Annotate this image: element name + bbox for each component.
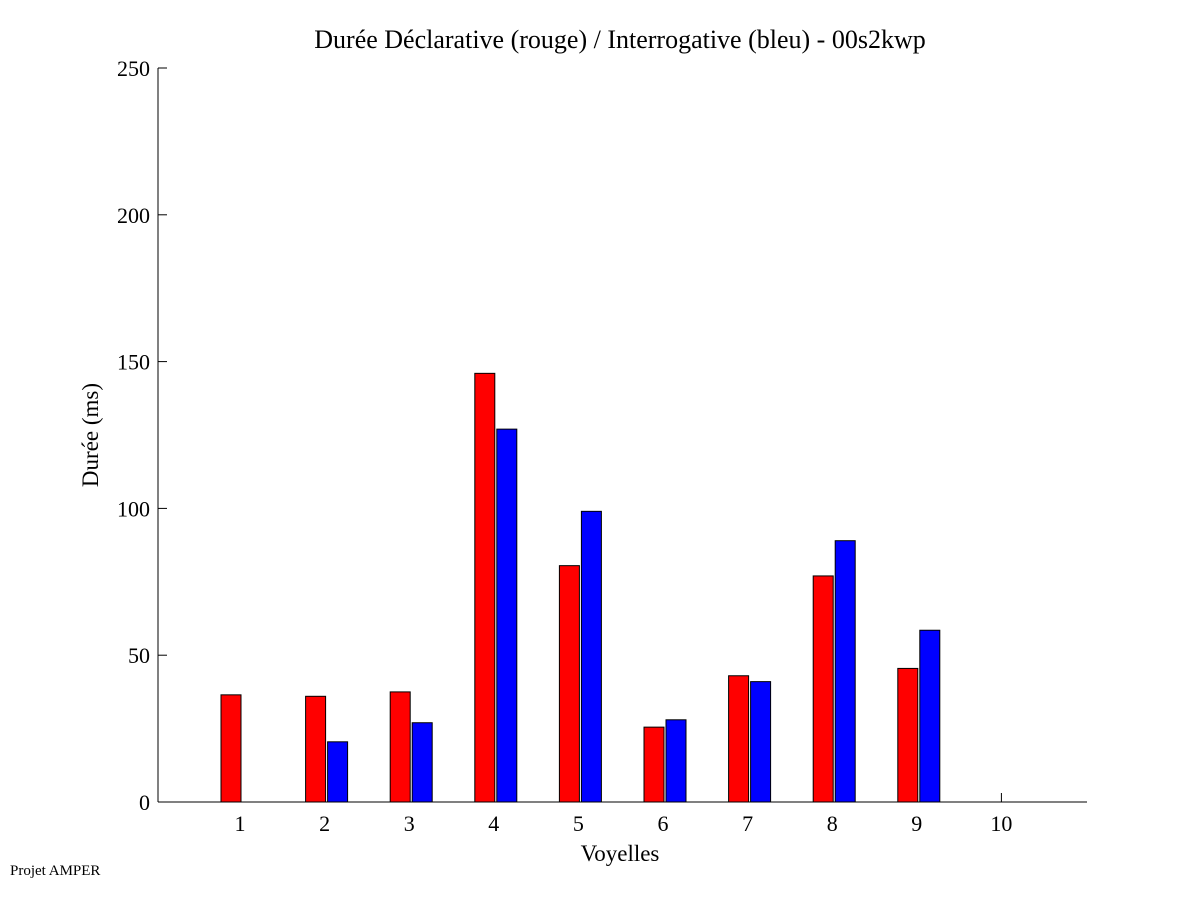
x-tick-label: 1 — [235, 811, 246, 836]
y-axis-label: Durée (ms) — [78, 383, 103, 487]
y-tick-label: 50 — [128, 643, 150, 668]
bar-series-2 — [750, 681, 772, 803]
x-tick-label: 4 — [488, 811, 499, 836]
x-tick-label: 7 — [742, 811, 753, 836]
bar-series-1 — [643, 726, 665, 803]
bar-series-2 — [919, 629, 941, 803]
bar-series-1 — [728, 675, 750, 803]
y-tick-label: 100 — [117, 496, 150, 521]
y-tick-label: 150 — [117, 350, 150, 375]
chart-title: Durée Déclarative (rouge) / Interrogativ… — [314, 25, 925, 54]
bars — [220, 372, 941, 803]
y-axis-ticks: 0 50 100 150 200 250 — [117, 56, 167, 815]
bar-series-1 — [474, 372, 496, 803]
bar-series-1 — [897, 667, 919, 803]
bar-series-2 — [834, 540, 856, 803]
bar-series-2 — [327, 741, 349, 803]
x-tick-label: 5 — [573, 811, 584, 836]
x-tick-label: 10 — [990, 811, 1012, 836]
bar-series-2 — [496, 428, 518, 803]
bar-series-1 — [558, 565, 580, 803]
y-tick-label: 200 — [117, 203, 150, 228]
bar-series-1 — [389, 691, 411, 803]
x-axis-ticks: 1 2 3 4 5 6 7 8 9 10 — [235, 793, 1012, 836]
x-tick-label: 2 — [319, 811, 330, 836]
x-tick-label: 8 — [827, 811, 838, 836]
x-tick-label: 6 — [658, 811, 669, 836]
bar-series-1 — [220, 694, 242, 803]
x-axis-label: Voyelles — [581, 841, 660, 866]
footer-credit: Projet AMPER — [10, 863, 101, 879]
bar-series-1 — [812, 575, 834, 803]
y-tick-label: 0 — [139, 790, 150, 815]
bar-series-2 — [665, 719, 687, 803]
bar-series-2 — [580, 510, 602, 803]
bar-series-2 — [411, 722, 433, 803]
bar-series-1 — [305, 695, 327, 803]
x-tick-label: 9 — [911, 811, 922, 836]
y-tick-label: 250 — [117, 56, 150, 81]
x-tick-label: 3 — [404, 811, 415, 836]
